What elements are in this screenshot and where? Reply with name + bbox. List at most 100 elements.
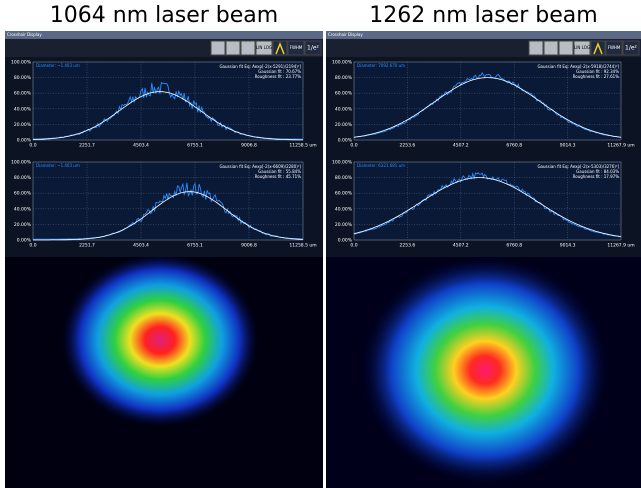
profile-curve — [353, 172, 622, 238]
x-tick-label: 9006.8 — [241, 243, 257, 249]
y-tick-label: 0.00% — [17, 238, 32, 244]
toolbar-button-label: 1/e² — [307, 45, 320, 52]
toolbar-button — [255, 40, 273, 56]
y-tick-label: 40.00% — [14, 206, 32, 212]
beam-image — [60, 252, 260, 428]
fit-label: Gaussian fit Eq: Aexp[-2(x-5291)/2194)²] — [219, 64, 301, 69]
toolbar-button — [573, 40, 591, 56]
toolbar-button — [528, 40, 544, 56]
x-tick-label: 11267.9 um — [607, 243, 634, 249]
y-tick-label: 0.00% — [338, 238, 353, 244]
x-tick-label: 9006.8 — [241, 143, 257, 149]
x-tick-label: 0.0 — [350, 243, 357, 249]
gaussian-fit-curve — [353, 77, 622, 138]
toolbar-button-label: FWHM — [608, 45, 621, 50]
y-tick-label: 80.00% — [335, 75, 353, 81]
x-tick-label: 2251.7 — [79, 243, 95, 249]
x-tick-label: 11258.5 um — [289, 143, 316, 149]
gaussian-fit-curve — [33, 91, 303, 141]
y-tick-label: 60.00% — [335, 91, 353, 97]
x-tick-label: 11258.5 um — [289, 243, 316, 249]
toolbar-icon — [593, 41, 603, 55]
x-tick-label: 6755.1 — [187, 243, 203, 249]
profile-curve — [353, 72, 622, 138]
y-tick-label: 60.00% — [14, 191, 32, 197]
diameter-label: Diameter: ~1.403 um — [36, 163, 80, 168]
fit-label: Gaussian fit : 92.34% — [576, 69, 619, 74]
y-tick-label: 40.00% — [335, 106, 353, 112]
x-tick-label: 0.0 — [350, 143, 357, 149]
fit-label: Gaussian fit : 84.03% — [576, 169, 619, 174]
x-tick-label: 2251.7 — [79, 143, 95, 149]
diameter-label: Diameter: 7092.670 um — [357, 63, 405, 68]
toolbar-button-label: FWHM — [290, 45, 303, 50]
x-tick-label: 6760.8 — [506, 243, 522, 249]
plot-area — [353, 161, 622, 241]
window-titlebar — [5, 31, 323, 39]
x-tick-label: 6755.1 — [187, 143, 203, 149]
toolbar-button — [210, 40, 226, 56]
toolbar-button — [304, 40, 322, 56]
fit-label: Gaussian fit : 55.84% — [258, 169, 301, 174]
window-titlebar — [326, 31, 641, 39]
y-tick-label: 40.00% — [335, 206, 353, 212]
x-tick-label: 0.0 — [29, 143, 36, 149]
x-tick-label: 4507.2 — [453, 243, 469, 249]
toolbar-button — [225, 40, 241, 56]
plot-area — [32, 61, 304, 141]
window-title: Crosshair Display — [7, 32, 42, 37]
x-tick-label: 9014.3 — [560, 243, 576, 249]
y-tick-label: 60.00% — [335, 191, 353, 197]
fit-label: Gaussian fit Eq: Aexp[-2(x-5303)/3276)²] — [537, 164, 619, 169]
y-tick-label: 100.00% — [11, 60, 32, 66]
x-tick-label: 11267.9 um — [607, 143, 634, 149]
beam-image — [360, 255, 610, 485]
y-tick-label: 0.00% — [17, 138, 32, 144]
fit-label: Roughness fit : 23.77% — [255, 74, 302, 79]
y-tick-label: 20.00% — [335, 122, 353, 128]
y-tick-label: 20.00% — [14, 122, 32, 128]
panel-title: 1064 nm laser beam — [50, 3, 278, 28]
y-tick-label: 0.00% — [338, 138, 353, 144]
fit-label: Gaussian fit : 70.67% — [258, 69, 301, 74]
y-tick-label: 20.00% — [14, 222, 32, 228]
fit-label: Roughness fit : 45.71% — [255, 174, 302, 179]
toolbar-button — [543, 40, 559, 56]
diameter-label: Diameter: ~1.403 um — [36, 63, 80, 68]
fit-label: Roughness fit : 27.61% — [573, 74, 620, 79]
x-tick-label: 6760.8 — [506, 143, 522, 149]
toolbar-button — [558, 40, 574, 56]
toolbar-button — [287, 40, 305, 56]
x-tick-label: 4507.2 — [453, 143, 469, 149]
y-tick-label: 80.00% — [14, 175, 32, 181]
profile-curve — [32, 81, 303, 140]
window-title: Crosshair Display — [328, 32, 363, 37]
fit-label: Roughness fit : 17.97% — [573, 174, 620, 179]
y-tick-label: 80.00% — [14, 75, 32, 81]
y-tick-label: 100.00% — [11, 160, 32, 166]
gaussian-fit-curve — [33, 191, 304, 241]
y-tick-label: 60.00% — [14, 91, 32, 97]
toolbar-button-label: LIN LOG — [256, 45, 272, 50]
toolbar-button — [605, 40, 623, 56]
x-tick-label: 4503.4 — [133, 143, 149, 149]
x-tick-label: 0.0 — [29, 243, 36, 249]
y-tick-label: 40.00% — [14, 106, 32, 112]
diameter-label: Diameter: 6321.681 um — [357, 163, 405, 168]
y-tick-label: 100.00% — [332, 60, 353, 66]
toolbar-icon — [275, 41, 285, 55]
x-tick-label: 4503.4 — [133, 243, 149, 249]
fit-label: Gaussian fit Eq: Aexp[-2(x-6609)/2280)²] — [219, 164, 301, 169]
y-tick-label: 100.00% — [332, 160, 353, 166]
x-tick-label: 9014.3 — [560, 143, 576, 149]
x-tick-label: 2253.6 — [400, 243, 416, 249]
panel-title: 1262 nm laser beam — [369, 3, 597, 28]
toolbar-button-label: LIN LOG — [574, 45, 590, 50]
y-tick-label: 20.00% — [335, 222, 353, 228]
fit-label: Gaussian fit Eq: Aexp[-2(x-5918)/2744)²] — [537, 64, 619, 69]
toolbar-button — [622, 40, 640, 56]
toolbar-button-label: 1/e² — [625, 45, 638, 52]
y-tick-label: 80.00% — [335, 175, 353, 181]
gaussian-fit-curve — [353, 177, 622, 237]
